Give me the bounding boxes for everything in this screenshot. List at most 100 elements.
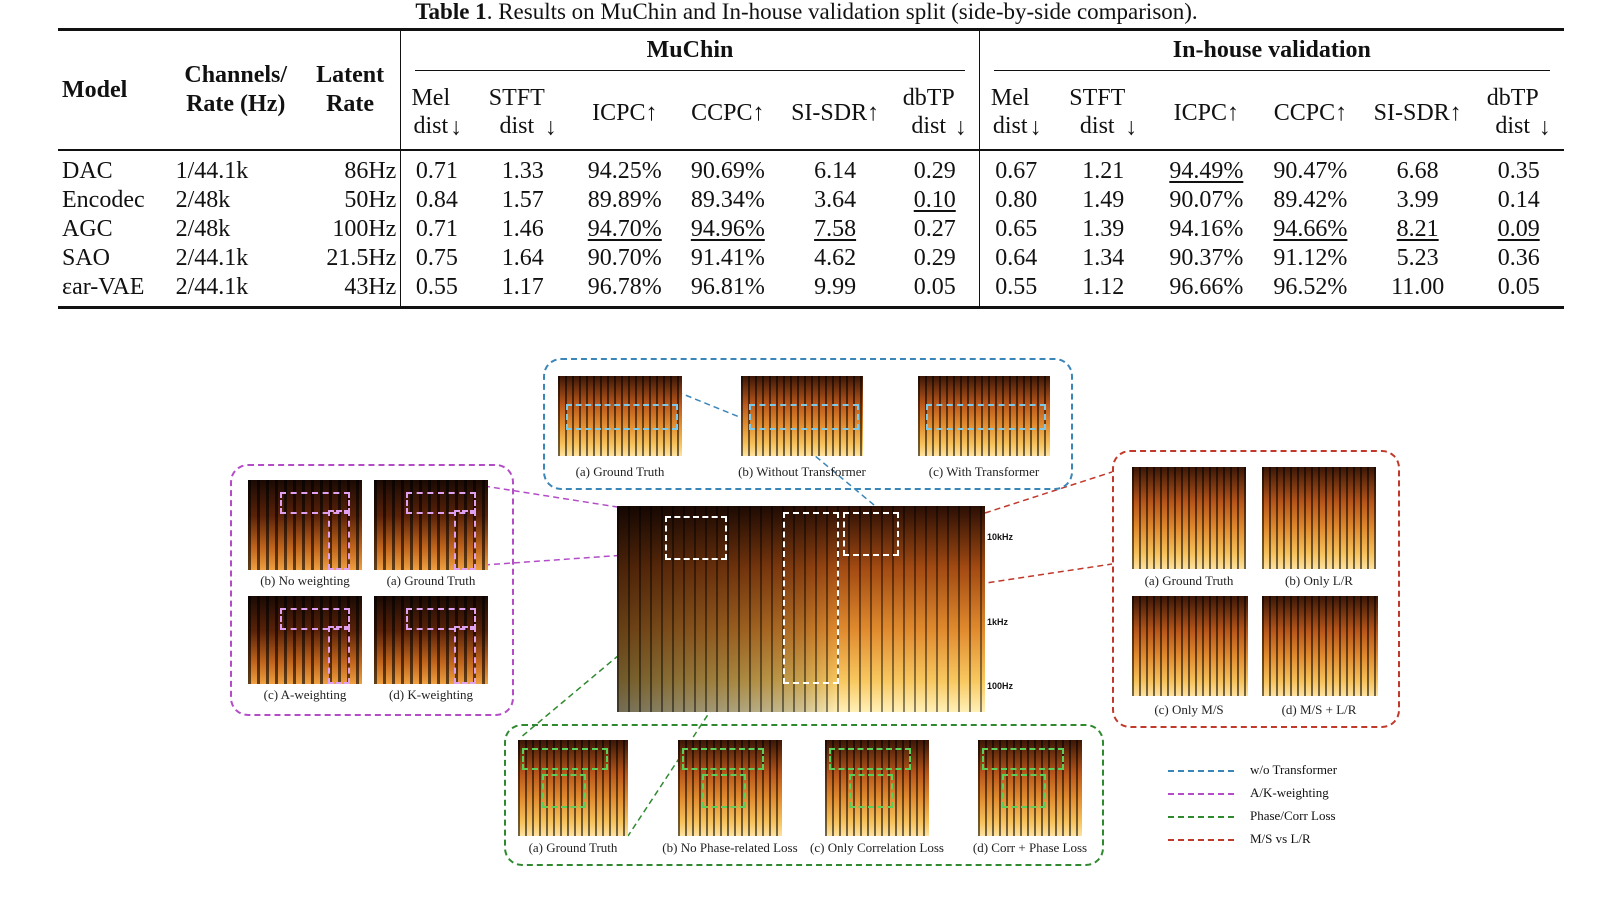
metric-value: 1.34 — [1082, 245, 1125, 271]
metric-value: 0.67 — [995, 158, 1038, 184]
cell-metric-inhouse-4: 8.21 — [1362, 215, 1473, 244]
cell-metric-muchin-0: 0.71 — [400, 150, 473, 186]
metric-header-muchin-4: SI-SDR↑ — [779, 77, 891, 151]
cell-model: Encodec — [62, 187, 145, 213]
cell-metric-muchin-0: 0.75 — [400, 244, 473, 273]
thumb-right-b — [1262, 467, 1376, 569]
metric-value: 4.62 — [814, 245, 857, 271]
header-group-inhouse: In-house validation — [978, 28, 1564, 77]
metric-name: CCPC↑ — [691, 100, 765, 126]
cell-metric-inhouse-1: 1.39 — [1053, 215, 1154, 244]
metric-value: 0.75 — [415, 245, 458, 271]
metric-value: 1.57 — [501, 187, 544, 213]
metric-value: 91.41% — [690, 245, 765, 271]
panel-weighting — [230, 464, 514, 716]
metric-name: dbTP — [902, 85, 955, 112]
header-latent-rate: Latent Rate — [299, 28, 401, 151]
metric-value: 0.84 — [415, 187, 458, 213]
cell-metric-muchin-5: 0.29 — [891, 150, 979, 186]
metric-name: ICPC↑ — [1173, 100, 1239, 126]
cell-channels-rate: 1/44.1k — [175, 158, 249, 184]
cell-metric-muchin-2: 90.70% — [573, 244, 676, 273]
cell-metric-inhouse-3: 89.42% — [1259, 186, 1362, 215]
table-caption: Table 1. Results on MuChin and In-house … — [0, 0, 1613, 24]
metric-value: 0.80 — [995, 187, 1038, 213]
metric-name: Mel — [990, 85, 1030, 112]
metric-value: 94.70% — [587, 216, 662, 242]
cell-metric-inhouse-0: 0.64 — [978, 244, 1053, 273]
cell-latent-rate: 43Hz — [299, 273, 401, 309]
metric-value: 6.14 — [814, 158, 857, 184]
highlight-box-3 — [843, 512, 899, 556]
cell-metric-inhouse-5: 0.36 — [1473, 244, 1564, 273]
metric-arrow: ↓ — [1125, 114, 1138, 141]
metric-arrow: ↓ — [954, 114, 967, 141]
cell-metric-muchin-2: 96.78% — [573, 273, 677, 309]
cell-metric-inhouse-0: 0.80 — [978, 186, 1053, 215]
highlight-box-2 — [783, 512, 839, 684]
metric-header-inhouse-0: Mel dist↓ — [978, 77, 1053, 151]
metric-name-line2: dist — [992, 113, 1028, 140]
metric-value: 0.29 — [913, 158, 956, 184]
metric-value: 1.17 — [501, 274, 544, 300]
metric-header-muchin-3: CCPC↑ — [676, 77, 780, 151]
metric-value: 3.64 — [814, 187, 857, 213]
cell-latent-rate: 50Hz — [344, 187, 397, 213]
metric-value: 8.21 — [1396, 216, 1439, 242]
metric-name: ICPC↑ — [592, 100, 658, 126]
metric-value: 0.55 — [415, 274, 458, 300]
legend-label-red: M/S vs L/R — [1250, 831, 1311, 846]
cell-model: AGC — [62, 216, 113, 242]
metric-value: 0.05 — [1497, 274, 1540, 300]
cell-metric-muchin-2: 94.25% — [573, 150, 676, 186]
metric-name: SI-SDR↑ — [1373, 100, 1462, 126]
panel-stereo — [1112, 450, 1400, 728]
cell-metric-inhouse-1: 1.49 — [1053, 186, 1154, 215]
cell-channels-rate: 2/44.1k — [171, 273, 300, 309]
metric-header-inhouse-2: ICPC↑ — [1153, 77, 1259, 151]
metric-value: 11.00 — [1391, 274, 1445, 300]
metric-value: 1.39 — [1082, 216, 1125, 242]
cell-metric-inhouse-0: 0.65 — [978, 215, 1053, 244]
metric-value: 0.55 — [995, 274, 1038, 300]
legend-label-blue: w/o Transformer — [1250, 762, 1338, 777]
cell-metric-inhouse-5: 0.09 — [1473, 215, 1564, 244]
metric-value: 94.16% — [1169, 216, 1244, 242]
metric-value: 0.65 — [995, 216, 1038, 242]
freq-label-1khz: 1kHz — [987, 617, 1009, 627]
metric-arrow: ↓ — [1538, 114, 1551, 141]
cell-metric-inhouse-1: 1.34 — [1053, 244, 1154, 273]
table-row: DAC 1/44.1k 86Hz 0.71 1.33 94.25% 90.69% 6.14 0.… — [58, 150, 1564, 186]
metric-name: CCPC↑ — [1273, 100, 1348, 126]
metric-header-muchin-2: ICPC↑ — [573, 77, 677, 151]
cell-metric-inhouse-2: 94.49% — [1154, 150, 1259, 186]
metric-value: 90.07% — [1169, 187, 1244, 213]
metric-arrow: ↓ — [544, 114, 557, 141]
metric-value: 94.49% — [1169, 158, 1244, 184]
metric-header-inhouse-4: SI-SDR↑ — [1361, 77, 1474, 151]
metric-value: 0.29 — [913, 245, 956, 271]
header-channels-line2: Rate (Hz) — [186, 91, 286, 117]
cell-model: εar-VAE — [58, 273, 172, 309]
cell-metric-inhouse-5: 0.14 — [1473, 186, 1564, 215]
header-group-muchin: MuChin — [400, 28, 980, 77]
cell-metric-muchin-3: 91.41% — [676, 244, 779, 273]
header-channels-line1: Channels/ — [184, 62, 288, 88]
table-row: SAO 2/44.1k 21.5Hz 0.75 1.64 90.70% 91.41% 4.62… — [58, 244, 1564, 273]
metric-value: 0.64 — [995, 245, 1038, 271]
metric-name: STFT — [1069, 85, 1126, 112]
cell-metric-inhouse-4: 3.99 — [1362, 186, 1473, 215]
cell-metric-muchin-3: 90.69% — [676, 150, 779, 186]
cell-metric-inhouse-3: 90.47% — [1259, 150, 1362, 186]
cell-metric-muchin-0: 0.84 — [400, 186, 473, 215]
table-caption-label: Table 1 — [415, 0, 487, 24]
cell-metric-muchin-1: 1.33 — [472, 150, 573, 186]
freq-label-100hz: 100Hz — [987, 681, 1014, 691]
table-caption-text: . Results on MuChin and In-house validat… — [486, 0, 1198, 24]
metric-value: 96.66% — [1169, 274, 1244, 300]
metric-header-muchin-5: dbTP dist ↓ — [890, 77, 980, 151]
cell-metric-inhouse-2: 90.07% — [1154, 186, 1259, 215]
metric-value: 7.58 — [814, 216, 857, 242]
thumb-right-a — [1132, 467, 1246, 569]
cell-metric-muchin-4: 6.14 — [779, 150, 890, 186]
